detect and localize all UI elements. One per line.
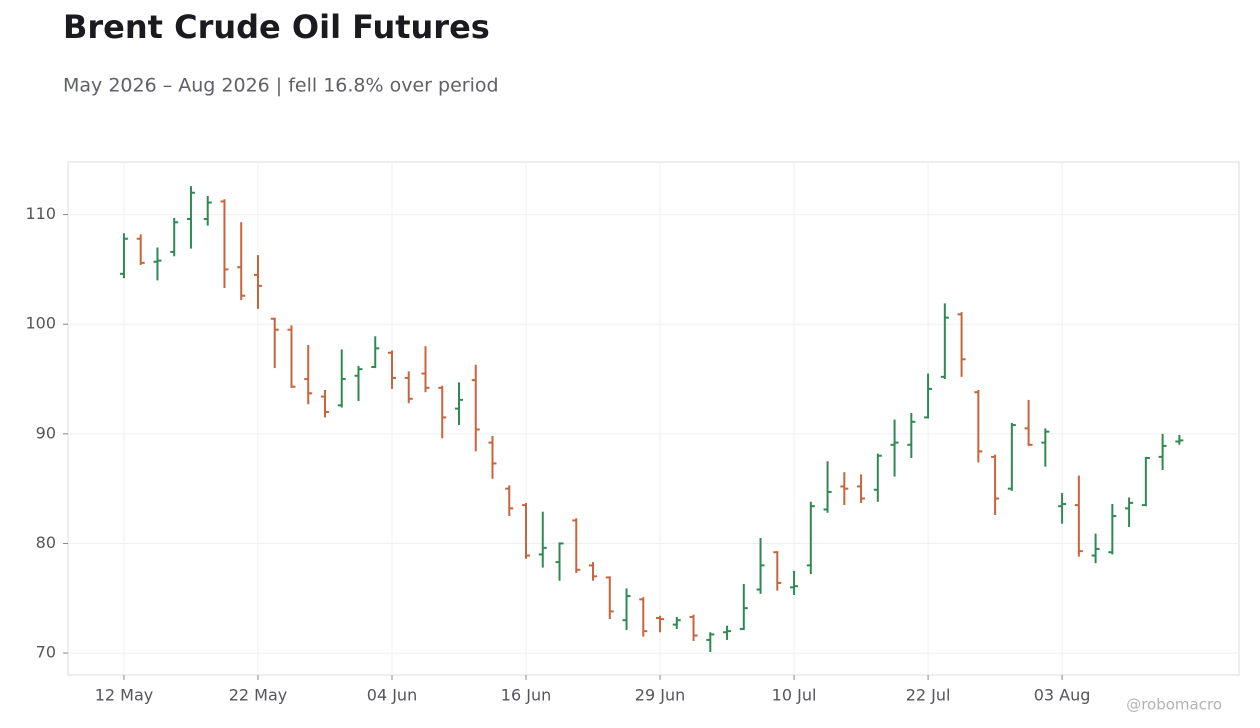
chart-subtitle: May 2026 – Aug 2026 | fell 16.8% over pe… bbox=[63, 75, 499, 97]
y-tick-label: 70 bbox=[36, 643, 56, 662]
plot-frame bbox=[67, 161, 1240, 676]
y-tick-label: 90 bbox=[36, 423, 56, 442]
y-tick-label: 80 bbox=[36, 533, 56, 552]
x-tick-label: 12 May bbox=[95, 686, 154, 705]
x-tick-label: 10 Jul bbox=[772, 686, 817, 705]
x-tick-label: 04 Jun bbox=[367, 686, 417, 705]
y-tick-label: 110 bbox=[25, 204, 56, 223]
x-tick-label: 29 Jun bbox=[635, 686, 685, 705]
watermark: @robomacro bbox=[1126, 696, 1222, 714]
x-tick-label: 03 Aug bbox=[1034, 686, 1091, 705]
chart-title: Brent Crude Oil Futures bbox=[63, 8, 490, 46]
x-tick-label: 22 May bbox=[229, 686, 288, 705]
y-tick-label: 100 bbox=[25, 314, 56, 333]
x-tick-label: 16 Jun bbox=[501, 686, 551, 705]
x-tick-label: 22 Jul bbox=[906, 686, 951, 705]
